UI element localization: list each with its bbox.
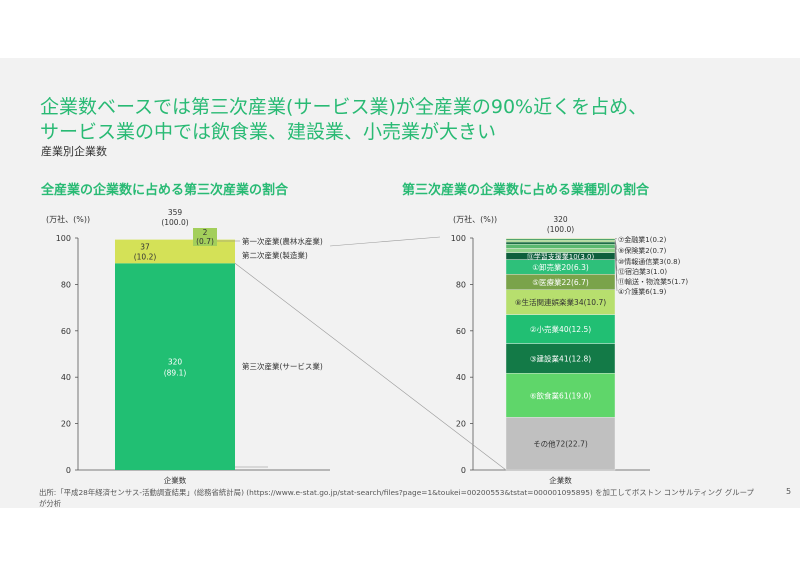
- right-segment-label: その他72(22.7): [533, 439, 588, 449]
- left-segment-count-label: 2: [203, 228, 208, 237]
- page-number: 5: [786, 487, 792, 496]
- left-chart-title: 全産業の企業数に占める第三次産業の割合: [41, 183, 289, 198]
- left-category-label: 企業数: [164, 475, 187, 485]
- left-y-tick-label: 80: [61, 280, 71, 289]
- right-segment-label: ⑧生活関連娯楽業34(10.7): [515, 297, 606, 307]
- left-y-tick-label: 60: [61, 327, 71, 336]
- right-y-tick-label: 20: [456, 420, 466, 429]
- right-segment-label: ⑥飲食業61(19.0): [530, 390, 591, 400]
- left-y-axis-label: (万社、(%)): [46, 214, 90, 224]
- right-bar-segment: [505, 248, 616, 253]
- left-total-label: 359: [168, 208, 183, 217]
- right-bar-segment: [505, 241, 616, 245]
- source-note: 出所:「平成28年経済センサス-活動調査結果」(総務省統計局) (https:/…: [39, 488, 754, 508]
- right-y-tick-label: 40: [456, 373, 466, 382]
- left-bar-segment: [115, 263, 235, 470]
- left-segment-pct-label: (89.1): [164, 369, 187, 378]
- right-leader-line: [614, 237, 618, 240]
- right-outside-label: ⑫宿泊業3(1.0): [618, 267, 667, 276]
- right-bar-segment: [505, 237, 616, 240]
- right-bar-segment: [505, 289, 616, 315]
- right-chart-title: 第三次産業の企業数に占める業種別の割合: [402, 183, 650, 198]
- right-bar-segment: [505, 244, 616, 249]
- left-legend-label: 第二次産業(製造業): [242, 250, 308, 260]
- left-y-tick-label: 100: [56, 234, 71, 243]
- right-category-label: 企業数: [549, 475, 572, 485]
- headline-line-2: サービス業の中では飲食業、建設業、小売業が大きい: [40, 121, 497, 143]
- connector-line-top: [329, 236, 441, 247]
- right-leader-line: [614, 239, 618, 251]
- left-legend-label: 第三次産業(サービス業): [242, 361, 323, 371]
- left-y-tick-label: 0: [66, 466, 71, 475]
- right-y-tick-label: 0: [461, 466, 466, 475]
- left-legend-label: 第一次産業(農林水産業): [242, 236, 323, 246]
- headline-line-1: 企業数ベースでは第三次産業(サービス業)が全産業の90%近くを占め、: [40, 96, 648, 118]
- right-total-pct-label: (100.0): [547, 225, 574, 234]
- right-outside-label: ⑨保険業2(0.7): [618, 246, 667, 255]
- left-segment-pct-label: (0.7): [196, 237, 214, 246]
- left-y-tick-label: 40: [61, 373, 71, 382]
- connector-line-bottom: [234, 263, 507, 471]
- headline: 企業数ベースでは第三次産業(サービス業)が全産業の90%近くを占め、 サービス業…: [40, 95, 760, 145]
- right-y-axis-label: (万社、(%)): [453, 214, 497, 224]
- right-outside-label: ⑦金融業1(0.2): [618, 235, 667, 244]
- right-bar-segment: [505, 417, 616, 471]
- left-bar-segment-primary-callout: [193, 228, 217, 246]
- right-bar-segment: [505, 343, 616, 374]
- right-leader-line: [614, 250, 618, 292]
- right-leader-line: [614, 246, 618, 282]
- left-segment-pct-label: (10.2): [134, 253, 157, 262]
- right-y-tick-label: 60: [456, 327, 466, 336]
- right-segment-label: ⑬学習支援業10(3.0): [527, 252, 595, 261]
- right-total-label: 320: [553, 215, 568, 224]
- right-bar-segment: [505, 239, 616, 243]
- right-outside-label: ⑪輸送・物流業5(1.7): [618, 277, 688, 286]
- left-segment-count-label: 37: [140, 243, 150, 252]
- right-outside-label: ④介護業6(1.9): [618, 287, 667, 296]
- right-segment-label: ②小売業40(12.5): [530, 324, 591, 334]
- left-y-tick-label: 20: [61, 420, 71, 429]
- subtitle: 産業別企業数: [41, 145, 107, 158]
- right-bar-segment: [505, 314, 616, 344]
- right-segment-label: ①卸売業20(6.3): [532, 262, 589, 272]
- left-total-pct-label: (100.0): [161, 218, 188, 227]
- left-segment-count-label: 320: [168, 358, 183, 367]
- right-segment-label: ⑤医療業22(6.7): [532, 277, 589, 287]
- right-outside-label: ⑩情報通信業3(0.8): [618, 257, 681, 266]
- right-y-tick-label: 80: [456, 280, 466, 289]
- right-y-tick-label: 100: [451, 234, 466, 243]
- right-segment-label: ③建設業41(12.8): [530, 353, 591, 363]
